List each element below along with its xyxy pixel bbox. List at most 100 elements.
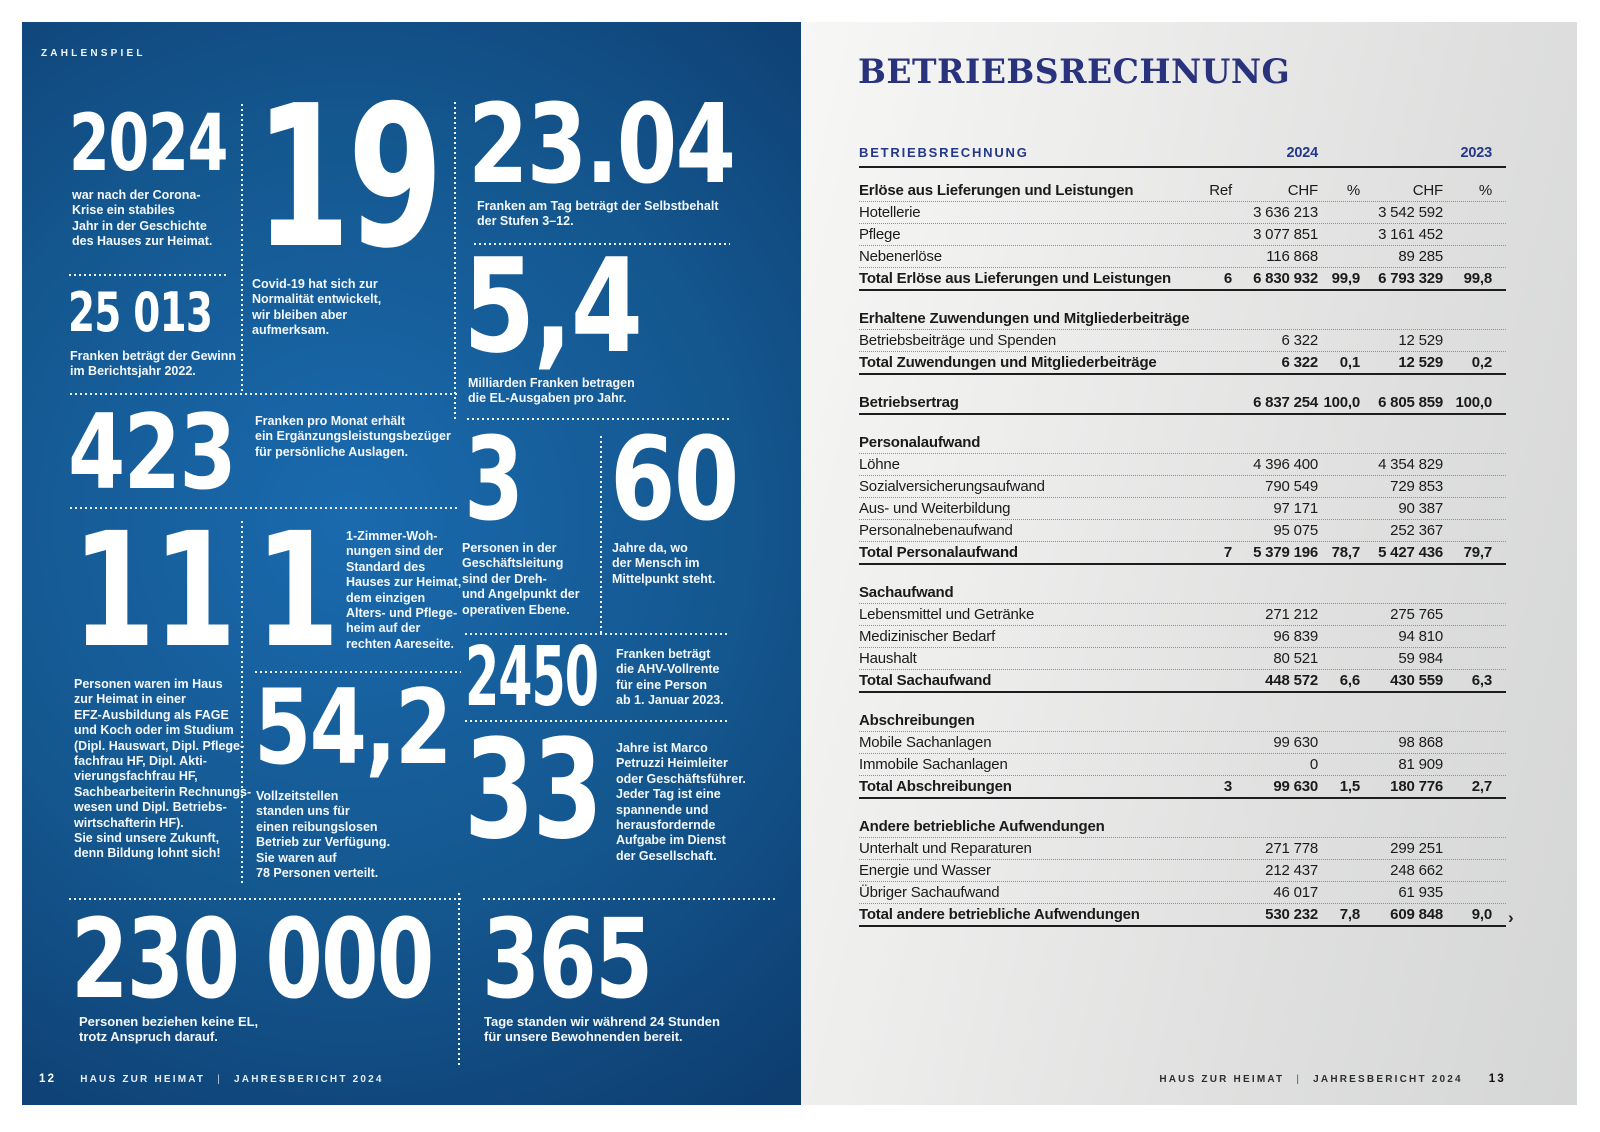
cell-chf1: 6 322 <box>1281 332 1318 349</box>
stat-value-54-2: 54,2 <box>254 668 452 788</box>
stat-caption-23-04: Franken am Tag beträgt der Selbstbehalt … <box>477 199 719 229</box>
cell-chf1: 99 630 <box>1273 778 1318 795</box>
cell-pct2: % <box>1478 182 1492 199</box>
stat-caption-2024: war nach der Corona- Krise ein stabiles … <box>72 188 213 249</box>
table-row: Total Abschreibungen 3 99 630 1,5 180 776 2,7 <box>859 776 1506 799</box>
table-header-row: BETRIEBSRECHNUNG 2024 2023 <box>859 140 1506 168</box>
stat-value-33: 33 <box>464 711 603 870</box>
cell-chf2: 81 909 <box>1398 756 1443 773</box>
table-gap <box>859 415 1506 432</box>
table-row: Sozialversicherungsaufwand 790 549 729 853 <box>859 476 1506 498</box>
cell-chf1: 95 075 <box>1273 522 1318 539</box>
cell-pct1: 78,7 <box>1331 544 1361 561</box>
cell-chf1: 448 572 <box>1265 672 1318 689</box>
table-row: Immobile Sachanlagen 0 81 909 <box>859 754 1506 776</box>
cell-chf2: 59 984 <box>1398 650 1443 667</box>
cell-chf1: 530 232 <box>1265 906 1318 923</box>
table-gap <box>859 291 1506 308</box>
cell-name: Total Abschreibungen <box>859 778 1012 795</box>
cell-name: Total Sachaufwand <box>859 672 992 689</box>
table-row: Pflege 3 077 851 3 161 452 <box>859 224 1506 246</box>
dotted-divider-vertical <box>458 893 460 1065</box>
table-row: Abschreibungen <box>859 710 1506 732</box>
table-row: Personalaufwand <box>859 432 1506 454</box>
stat-value-23-04: 23.04 <box>468 80 736 208</box>
cell-name: Erlöse aus Lieferungen und Leistungen <box>859 182 1134 199</box>
table-row: Übriger Sachaufwand 46 017 61 935 <box>859 882 1506 904</box>
table-gap <box>859 799 1506 816</box>
stat-caption-230000: Personen beziehen keine EL, trotz Anspru… <box>79 1014 259 1045</box>
page-betriebsrechnung: BETRIEBSRECHNUNG BETRIEBSRECHNUNG 2024 2… <box>801 22 1577 1105</box>
table-row: Mobile Sachanlagen 99 630 98 868 <box>859 732 1506 754</box>
cell-name: Medizinischer Bedarf <box>859 628 996 645</box>
stat-value-5-4: 5,4 <box>463 230 643 382</box>
cell-pct2: 100,0 <box>1455 394 1492 411</box>
cell-chf2: 430 559 <box>1390 672 1443 689</box>
cell-chf2: 12 529 <box>1398 332 1443 349</box>
table-gap <box>859 693 1506 710</box>
cell-ref: 6 <box>1223 270 1232 287</box>
stat-caption-54-2: Vollzeitstellen standen uns für einen re… <box>256 789 391 881</box>
cell-name: Betriebsbeiträge und Spenden <box>859 332 1057 349</box>
cell-name: Andere betriebliche Aufwendungen <box>859 818 1105 835</box>
cell-name: Haushalt <box>859 650 917 667</box>
cell-name: Immobile Sachanlagen <box>859 756 1008 773</box>
cell-chf2: CHF <box>1412 182 1443 199</box>
dotted-divider <box>467 418 730 420</box>
cell-name: Sozialversicherungsaufwand <box>859 478 1045 495</box>
cell-chf2: 3 161 452 <box>1378 226 1443 243</box>
cell-name: Unterhalt und Reparaturen <box>859 840 1032 857</box>
table-row: Lebensmittel und Getränke 271 212 275 765 <box>859 604 1506 626</box>
table-row: Sachaufwand <box>859 582 1506 604</box>
cell-ref: Ref <box>1209 182 1232 199</box>
stat-caption-3: Personen in der Geschäftsleitung sind de… <box>462 541 580 617</box>
stat-value-2450: 2450 <box>465 630 599 725</box>
table-header-label: BETRIEBSRECHNUNG <box>859 145 1029 160</box>
page-zahlenspiel: ZAHLENSPIEL 2024 war nach der Corona- Kr… <box>22 22 801 1105</box>
cell-chf2: 6 793 329 <box>1378 270 1443 287</box>
table-row: Haushalt 80 521 59 984 <box>859 648 1506 670</box>
table-row: Total Erlöse aus Lieferungen und Leistun… <box>859 268 1506 291</box>
page-turn-chevron-icon: › <box>1508 908 1514 927</box>
cell-chf2: 94 810 <box>1398 628 1443 645</box>
stat-value-3: 3 <box>464 413 524 547</box>
footer-report-title: JAHRESBERICHT 2024 <box>234 1074 384 1085</box>
table-row: Hotellerie 3 636 213 3 542 592 <box>859 202 1506 224</box>
footer-left: 12 HAUS ZUR HEIMAT | JAHRESBERICHT 2024 <box>39 1073 384 1085</box>
cell-chf1: 271 778 <box>1265 840 1318 857</box>
cell-chf1: 99 630 <box>1273 734 1318 751</box>
dotted-divider <box>70 393 460 395</box>
stat-caption-60: Jahre da, wo der Mensch im Mittelpunkt s… <box>612 541 716 586</box>
cell-chf1: 271 212 <box>1265 606 1318 623</box>
cell-name: Total Zuwendungen und Mitgliederbeiträge <box>859 354 1157 371</box>
cell-name: Total Erlöse aus Lieferungen und Leistun… <box>859 270 1171 287</box>
cell-pct1: 99,9 <box>1331 270 1361 287</box>
cell-name: Lebensmittel und Getränke <box>859 606 1035 623</box>
dotted-divider <box>474 243 730 245</box>
cell-chf2: 98 868 <box>1398 734 1443 751</box>
cell-name: Abschreibungen <box>859 712 975 729</box>
cell-chf2: 6 805 859 <box>1378 394 1443 411</box>
table-gap <box>859 565 1506 582</box>
cell-chf1: 116 868 <box>1266 248 1318 265</box>
footer-right: HAUS ZUR HEIMAT | JAHRESBERICHT 2024 13 <box>1159 1073 1506 1085</box>
cell-name: Übriger Sachaufwand <box>859 884 1000 901</box>
cell-name: Total andere betriebliche Aufwendungen <box>859 906 1140 923</box>
cell-chf1: 6 830 932 <box>1253 270 1318 287</box>
cell-pct1: % <box>1346 182 1360 199</box>
cell-chf1: 3 636 213 <box>1253 204 1318 221</box>
kicker-label: ZAHLENSPIEL <box>41 48 146 59</box>
stat-caption-1: 1-Zimmer-Woh- nungen sind der Standard d… <box>346 529 462 651</box>
cell-pct1: 1,5 <box>1339 778 1360 795</box>
dotted-divider <box>70 507 460 509</box>
cell-pct2: 79,7 <box>1463 544 1493 561</box>
cell-name: Total Personalaufwand <box>859 544 1018 561</box>
cell-chf1: 80 521 <box>1273 650 1318 667</box>
cell-name: Betriebsertrag <box>859 394 959 411</box>
cell-name: Hotellerie <box>859 204 921 221</box>
footer-report-title: JAHRESBERICHT 2024 <box>1313 1074 1463 1085</box>
table-row: Erhaltene Zuwendungen und Mitgliederbeit… <box>859 308 1506 330</box>
table-year-2024: 2024 <box>1286 145 1319 161</box>
footer-brand: HAUS ZUR HEIMAT <box>1159 1074 1285 1085</box>
cell-chf1: 46 017 <box>1273 884 1318 901</box>
